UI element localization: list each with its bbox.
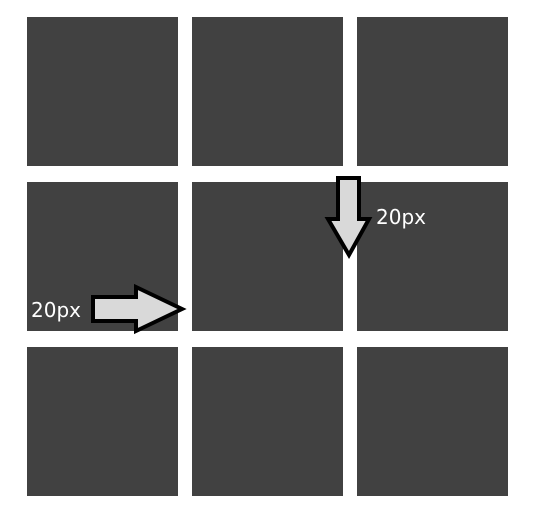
grid-tile [27,347,178,496]
grid-tile [192,17,343,166]
grid-tile [357,347,508,496]
grid-tile [357,182,508,331]
grid-tile [27,17,178,166]
grid-tile [192,347,343,496]
vertical-gap-label: 20px [376,205,426,229]
horizontal-gap-label: 20px [31,298,81,322]
grid-tile [357,17,508,166]
grid-tile [192,182,343,331]
right-arrow-icon [91,283,187,335]
down-arrow-icon [324,176,373,260]
